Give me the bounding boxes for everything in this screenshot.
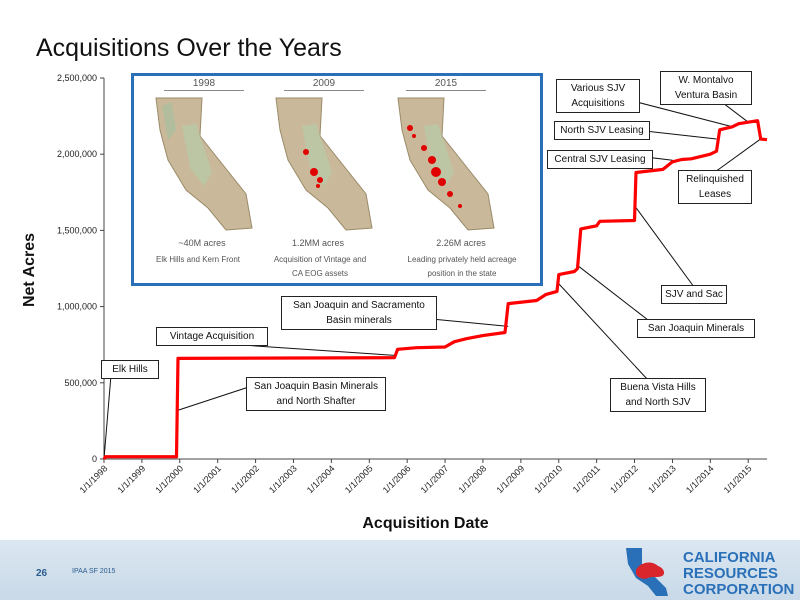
footer-bar: 26 IPAA SF 2015 CALIFORNIA RESOURCES COR… xyxy=(0,540,800,600)
map-caption-line: CA EOG assets xyxy=(291,269,349,278)
company-logo-text: CALIFORNIA RESOURCES CORPORATION xyxy=(683,550,794,598)
x-tick-label: 1/1/2015 xyxy=(722,463,754,495)
x-tick-label: 1/1/2000 xyxy=(153,463,185,495)
x-tick-label: 1/1/1998 xyxy=(78,463,110,495)
acreage-marker xyxy=(407,125,413,131)
acreage-marker xyxy=(428,156,436,164)
acreage-marker xyxy=(431,167,441,177)
callout-relinquished: Relinquished Leases xyxy=(678,170,752,204)
callout-vintage: Vintage Acquisition xyxy=(156,327,268,346)
acreage-marker xyxy=(317,177,323,183)
y-tick-label: 2,000,000 xyxy=(57,149,97,159)
slide-title: Acquisitions Over the Years xyxy=(36,34,342,62)
map-panel-2009: 2009 xyxy=(262,76,380,236)
x-tick-label: 1/1/1999 xyxy=(115,463,147,495)
logo-line: CORPORATION xyxy=(683,581,795,598)
map-inset: 1998 2009 2015 xyxy=(131,73,543,286)
page-number: 26 xyxy=(36,568,48,579)
bear-icon xyxy=(636,562,665,579)
map-caption-1998: Elk Hills and Kern Front xyxy=(138,253,258,267)
x-axis-title: Acquisition Date xyxy=(362,515,488,532)
map-caption-line: Leading privately held acreage xyxy=(407,255,517,264)
callout-sj-minerals: San Joaquin Minerals xyxy=(637,319,755,338)
x-tick-label: 1/1/2013 xyxy=(646,463,678,495)
callout-leader xyxy=(635,207,695,288)
callout-north-sjv: North SJV Leasing xyxy=(554,121,650,140)
x-tick-label: 1/1/2002 xyxy=(229,463,261,495)
map-year-label: 2015 xyxy=(406,78,486,91)
callout-montalvo: W. Montalvo Ventura Basin xyxy=(660,71,752,105)
callout-elk-hills: Elk Hills xyxy=(101,360,159,379)
california-map-2009 xyxy=(275,97,373,231)
acquisitions-chart: 0 500,000 1,000,000 1,500,000 2,000,000 2,500… xyxy=(21,73,768,532)
x-tick-label: 1/1/2011 xyxy=(571,463,602,494)
x-tick-label: 1/1/2010 xyxy=(532,463,564,495)
callout-various-sjv: Various SJV Acquisitions xyxy=(556,79,640,113)
acreage-marker xyxy=(447,191,453,197)
acreage-marker xyxy=(412,134,416,138)
map-caption-line: Acquisition of Vintage and xyxy=(273,255,367,264)
x-tick-label: 1/1/2006 xyxy=(381,463,413,495)
x-tick-label: 1/1/2005 xyxy=(343,463,375,495)
callout-sjv-sac: SJV and Sac xyxy=(661,285,727,304)
callout-sj-basin-minerals: San Joaquin Basin Minerals and North Sha… xyxy=(246,377,386,411)
x-tick-label: 1/1/2008 xyxy=(456,463,488,495)
y-tick-label: 1,000,000 xyxy=(57,302,97,312)
acreage-marker xyxy=(316,184,320,188)
x-tick-label: 1/1/2004 xyxy=(305,463,337,495)
x-tick-label: 1/1/2003 xyxy=(267,463,299,495)
callout-leader xyxy=(577,265,649,321)
callout-buena-vista: Buena Vista Hills and North SJV xyxy=(610,378,706,412)
x-tick-label: 1/1/2012 xyxy=(608,463,640,495)
map-acres-1998: ~40M acres xyxy=(178,238,226,248)
x-tick-label: 1/1/2007 xyxy=(419,463,451,495)
callout-leader xyxy=(714,138,761,173)
x-tick-label: 1/1/2009 xyxy=(494,463,526,495)
california-map-1998 xyxy=(155,97,253,231)
logo-line: CALIFORNIA xyxy=(683,549,776,566)
map-panel-2015: 2015 xyxy=(384,76,502,236)
logo-line: RESOURCES xyxy=(683,565,779,582)
callout-leader xyxy=(558,283,649,381)
series-line-0 xyxy=(102,119,768,460)
map-acres-2015: 2.26M acres xyxy=(436,238,486,248)
y-tick-label: 500,000 xyxy=(64,378,97,388)
callout-sj-sacramento: San Joaquin and Sacramento Basin mineral… xyxy=(281,296,437,330)
acreage-marker xyxy=(303,149,309,155)
map-year-label: 1998 xyxy=(164,78,244,91)
callout-central-sjv: Central SJV Leasing xyxy=(547,150,653,169)
acreage-marker xyxy=(310,168,318,176)
map-acres-2009: 1.2MM acres xyxy=(291,238,344,248)
y-tick-label: 0 xyxy=(92,454,97,464)
map-caption-2015: Leading privately held acreage position … xyxy=(384,253,540,281)
map-year-label: 2009 xyxy=(284,78,364,91)
y-tick-label: 2,500,000 xyxy=(57,73,97,83)
map-caption-line: Elk Hills and Kern Front xyxy=(155,255,241,264)
y-axis-title: Net Acres xyxy=(21,233,38,307)
california-map-2015 xyxy=(397,97,495,231)
x-tick-label: 1/1/2014 xyxy=(684,463,716,495)
callout-leader xyxy=(103,374,112,460)
event-label: IPAA SF 2015 xyxy=(72,568,116,575)
map-caption-line: position in the state xyxy=(427,269,497,278)
map-panel-1998: 1998 xyxy=(142,76,260,236)
x-tick-label: 1/1/2001 xyxy=(191,463,223,495)
acreage-marker xyxy=(458,204,462,208)
company-logo-mark xyxy=(626,548,668,596)
map-caption-2009: Acquisition of Vintage and CA EOG assets xyxy=(258,253,382,281)
y-tick-label: 1,500,000 xyxy=(57,225,97,235)
acreage-marker xyxy=(421,145,427,151)
acreage-marker xyxy=(438,178,446,186)
